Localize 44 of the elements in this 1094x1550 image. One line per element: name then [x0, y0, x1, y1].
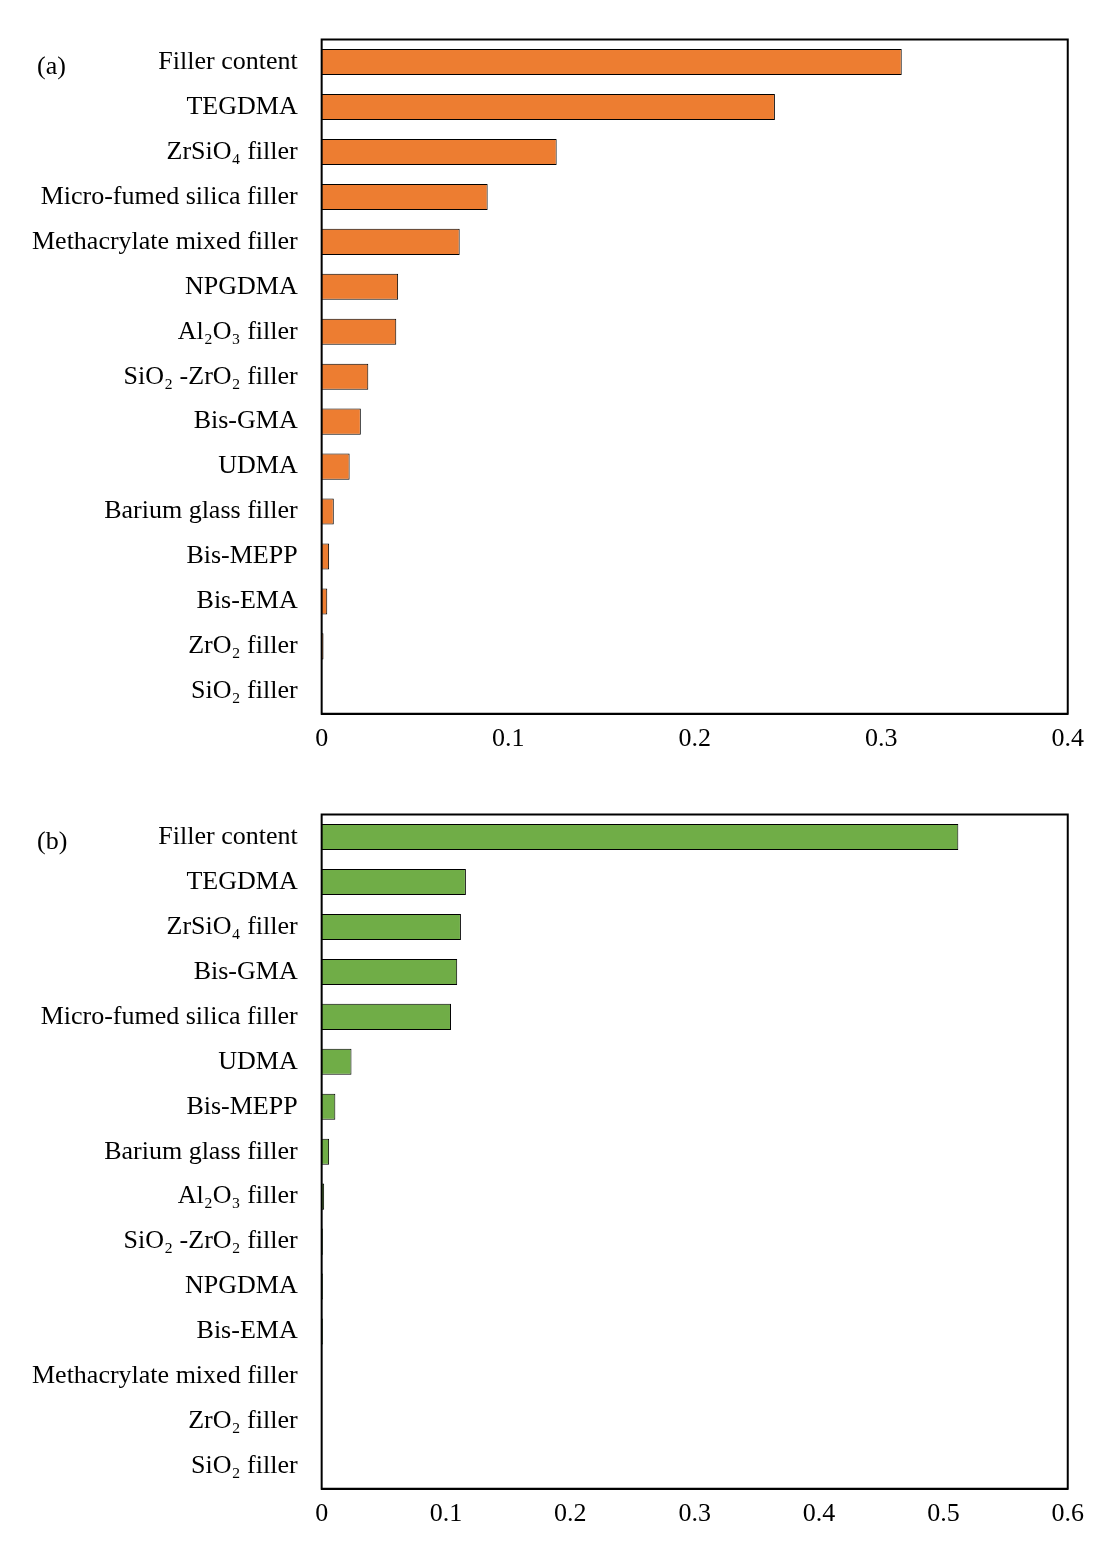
y-tick-label: Micro-fumed silica filler [40, 180, 298, 210]
y-tick-label: TEGDMA [186, 865, 298, 895]
y-tick-label: ZrO₂ filler [188, 630, 298, 660]
y-tick-label: NPGDMA [184, 1270, 298, 1300]
y-tick-label: SiO₂ filler [191, 675, 298, 705]
y-tick-label: SiO₂ -ZrO₂ filler [123, 360, 298, 390]
x-tick-label: 0 [315, 723, 329, 753]
y-tick-label: Methacrylate mixed filler [31, 1360, 298, 1390]
y-tick-label: Bis-EMA [196, 1315, 298, 1345]
y-tick-label: UDMA [218, 450, 298, 480]
x-tick-label: 0.2 [554, 1498, 587, 1528]
y-tick-label: NPGDMA [184, 270, 298, 300]
x-tick-label: 0.3 [678, 1498, 711, 1528]
x-tick-label: 0.5 [927, 1498, 960, 1528]
y-tick-label: ZrO₂ filler [188, 1405, 298, 1435]
y-tick-label: Bis-EMA [196, 585, 298, 615]
x-tick-label: 0.1 [429, 1498, 463, 1528]
y-tick-label: ZrSiO₄ filler [166, 135, 298, 165]
x-tick-label: 0.2 [678, 723, 711, 753]
y-tick-label: SiO₂ filler [191, 1450, 298, 1480]
y-tick-label: SiO₂ -ZrO₂ filler [123, 1225, 298, 1255]
y-tick-label: Al₂O₃ filler [177, 1180, 298, 1210]
x-tick-label: 0.4 [1051, 723, 1084, 753]
x-tick-label: 0 [315, 1498, 329, 1528]
y-tick-label: Filler content [158, 45, 299, 75]
y-tick-label: Bis-GMA [193, 405, 298, 435]
y-tick-label: Barium glass filler [104, 495, 298, 525]
y-tick-label: UDMA [218, 1045, 298, 1075]
text: (b) [37, 826, 68, 856]
y-tick-label: TEGDMA [186, 90, 298, 120]
y-tick-label: Bis-MEPP [186, 1090, 298, 1120]
y-tick-label: ZrSiO₄ filler [166, 910, 298, 940]
y-tick-label: Al₂O₃ filler [177, 315, 298, 345]
y-tick-label: Methacrylate mixed filler [31, 225, 298, 255]
y-tick-label: Filler content [158, 820, 299, 850]
x-tick-label: 0.6 [1051, 1498, 1084, 1528]
y-tick-label: Barium glass filler [104, 1135, 298, 1165]
x-tick-label: 0.4 [802, 1498, 836, 1528]
y-tick-label: Bis-GMA [193, 955, 298, 985]
text: (a) [37, 51, 66, 81]
x-tick-label: 0.3 [864, 723, 898, 753]
y-tick-label: Micro-fumed silica filler [40, 1000, 298, 1030]
x-tick-label: 0.1 [491, 723, 525, 753]
y-tick-label: Bis-MEPP [186, 540, 298, 570]
